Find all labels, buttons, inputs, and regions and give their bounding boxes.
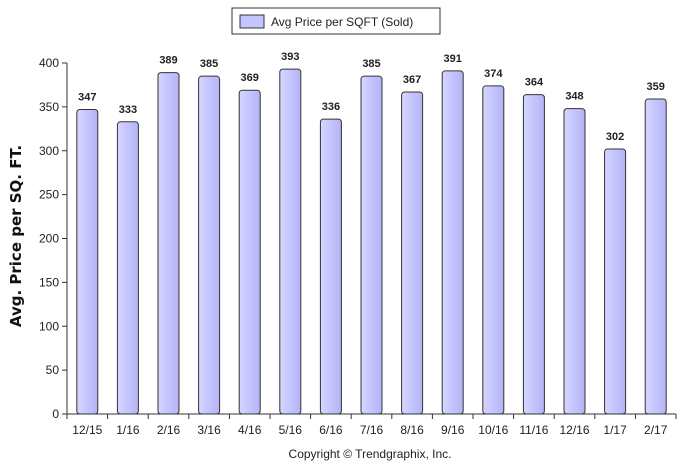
x-tick-label: 2/17 xyxy=(644,423,668,437)
tick-labels: 0 50 100 150 200 250 300 350 400 347 12/15 333 1/16 3… xyxy=(39,51,668,437)
bar xyxy=(644,98,667,415)
data-label: 364 xyxy=(525,77,544,89)
bar xyxy=(319,118,342,415)
x-tick-label: 2/16 xyxy=(157,423,181,437)
y-tick-label: 100 xyxy=(39,319,59,333)
data-label: 385 xyxy=(362,58,380,70)
bars xyxy=(76,68,667,415)
x-tick-label: 1/17 xyxy=(603,423,627,437)
legend-swatch xyxy=(239,14,265,29)
y-axis-label: Avg. Price per SQ. FT. xyxy=(7,145,25,327)
data-label: 359 xyxy=(647,81,665,93)
data-label: 391 xyxy=(444,53,462,65)
x-tick-label: 11/16 xyxy=(519,423,548,437)
bar xyxy=(563,108,586,415)
x-tick-label: 12/15 xyxy=(72,423,102,437)
x-tick-label: 1/16 xyxy=(116,423,140,437)
data-label: 333 xyxy=(119,104,137,116)
y-tick-label: 300 xyxy=(39,144,59,158)
bar xyxy=(116,121,139,415)
y-tick-label: 0 xyxy=(52,407,59,421)
y-tick-label: 150 xyxy=(39,275,59,289)
data-label: 336 xyxy=(322,101,340,113)
bar xyxy=(441,70,464,415)
data-label: 348 xyxy=(565,91,583,103)
bar xyxy=(360,75,383,415)
x-tick-label: 12/16 xyxy=(559,423,589,437)
bar xyxy=(198,75,221,415)
legend-label: Avg Price per SQFT (Sold) xyxy=(271,15,413,29)
data-label: 367 xyxy=(403,74,421,86)
data-label: 302 xyxy=(606,131,624,143)
y-tick-label: 250 xyxy=(39,188,59,202)
data-label: 389 xyxy=(159,55,177,67)
y-tick-label: 350 xyxy=(39,100,59,114)
bar xyxy=(157,72,180,415)
bar xyxy=(401,91,424,415)
data-label: 393 xyxy=(281,51,299,63)
copyright-text: Copyright © Trendgraphix, Inc. xyxy=(289,447,452,461)
bar xyxy=(482,85,505,415)
data-label: 385 xyxy=(200,58,218,70)
bar xyxy=(522,94,545,415)
bar xyxy=(604,148,627,415)
x-tick-label: 7/16 xyxy=(360,423,384,437)
x-tick-label: 9/16 xyxy=(441,423,465,437)
data-label: 369 xyxy=(241,72,259,84)
x-tick-label: 3/16 xyxy=(197,423,221,437)
x-tick-label: 10/16 xyxy=(478,423,508,437)
data-label: 374 xyxy=(484,68,503,80)
bar xyxy=(279,68,302,415)
x-tick-label: 4/16 xyxy=(238,423,262,437)
legend: Avg Price per SQFT (Sold) xyxy=(231,7,441,35)
x-tick-label: 6/16 xyxy=(319,423,343,437)
bar xyxy=(238,89,261,415)
bar xyxy=(76,109,99,415)
y-tick-label: 50 xyxy=(46,363,60,377)
x-tick-label: 8/16 xyxy=(400,423,424,437)
y-tick-label: 200 xyxy=(39,232,59,246)
y-tick-label: 400 xyxy=(39,56,59,70)
data-label: 347 xyxy=(78,92,96,104)
x-tick-label: 5/16 xyxy=(279,423,303,437)
